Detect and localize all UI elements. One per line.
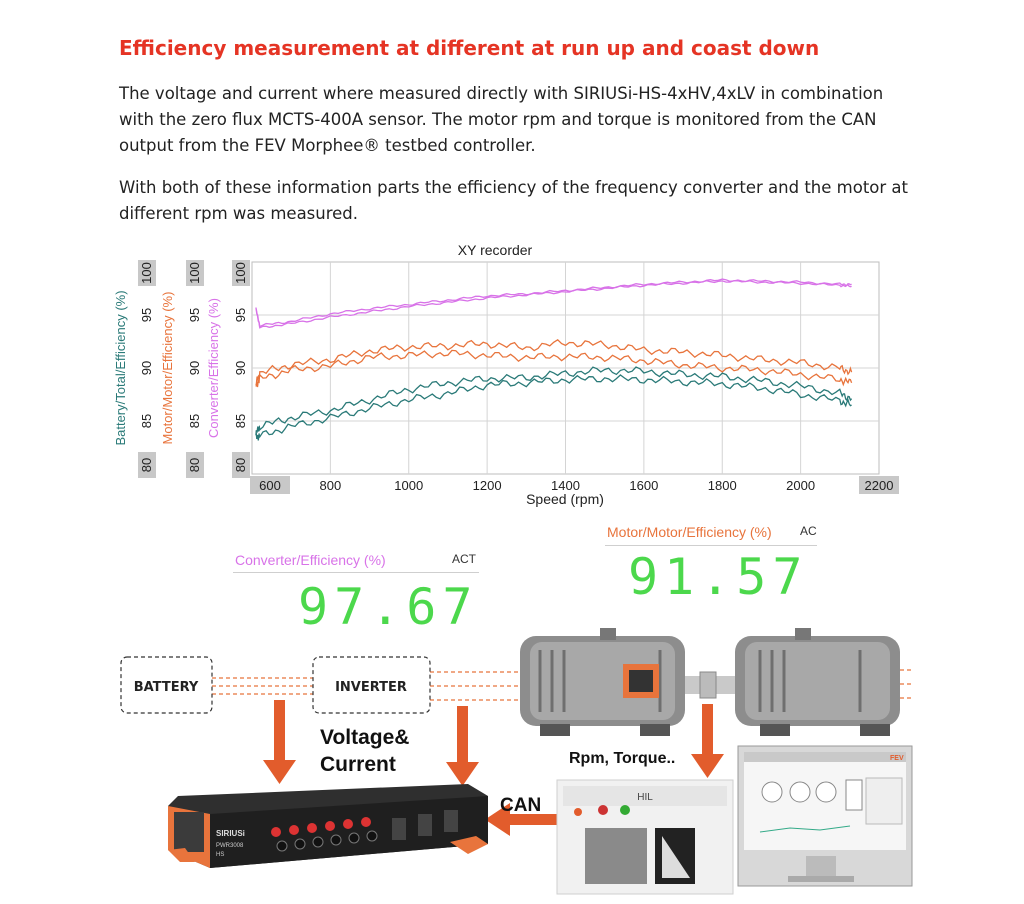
- y-axis-label: Motor/Motor/Efficiency (%): [160, 292, 175, 445]
- y-axis-label: Battery/Total/Efficiency (%): [113, 290, 128, 445]
- y-tick-label: 85: [139, 414, 154, 428]
- series-line: [255, 280, 852, 329]
- battery-label: BATTERY: [134, 680, 199, 695]
- y-tick-highlight: [186, 452, 204, 478]
- x-tick-label: 1600: [629, 478, 658, 493]
- motor-assembly: [520, 628, 900, 736]
- y-tick-label: 80: [187, 458, 202, 472]
- sirius-brand: SIRIUSi: [216, 829, 245, 838]
- sirius-daq-device: SIRIUSi PWR3008 HS: [168, 784, 488, 868]
- converter-display-rule: [233, 572, 479, 573]
- signal-arrows: [263, 700, 724, 836]
- efficiency-paragraph: With both of these information parts the…: [119, 178, 908, 223]
- motor-display-title: Motor/Motor/Efficiency (%): [607, 524, 772, 540]
- can-label: CAN: [500, 795, 541, 816]
- y-axes: 80 85 90 95 100 Battery/Total/Efficiency (%) 8…: [113, 260, 250, 478]
- x-axis-label: Speed (rpm): [526, 491, 604, 507]
- inverter-box: INVERTER: [312, 656, 431, 714]
- intro-paragraph: The voltage and current where measured d…: [119, 84, 884, 155]
- x-tick-label: 1000: [394, 478, 423, 493]
- y-tick-label: 100: [187, 262, 202, 284]
- x-tick-highlight: [250, 476, 290, 494]
- y-tick-label: 85: [233, 414, 248, 428]
- setup-diagram: BATTERY INVERTER: [120, 628, 913, 895]
- y-tick-highlight: [232, 260, 250, 286]
- y-tick-label: 85: [187, 414, 202, 428]
- screen-brand: FEV: [890, 755, 904, 762]
- hil-rack: HIL: [556, 779, 734, 895]
- y-tick-highlight: [138, 260, 156, 286]
- xy-recorder-chart: XY recorder 80 85 90 95 100 Battery/Total/Eff…: [113, 242, 899, 507]
- x-axis: 600 800 1000 1200 1400 1600 1800 2000 2200: [250, 476, 899, 494]
- y-tick-label: 90: [139, 361, 154, 375]
- battery-box: BATTERY: [120, 656, 213, 714]
- chart-grid: [251, 261, 880, 475]
- voltage-current-label-2: Current: [320, 753, 396, 776]
- x-tick-label: 1800: [708, 478, 737, 493]
- y-tick-label: 95: [187, 308, 202, 322]
- motor-display-unit: AC: [800, 524, 817, 538]
- chart-title: XY recorder: [458, 242, 533, 258]
- x-tick-highlight: [859, 476, 899, 494]
- y-tick-label: 95: [233, 308, 248, 322]
- x-tick-label: 800: [320, 478, 342, 493]
- x-tick-label: 1400: [551, 478, 580, 493]
- rpm-torque-label: Rpm, Torque..: [569, 750, 675, 767]
- y-tick-label: 80: [139, 458, 154, 472]
- sirius-model: PWR3008: [216, 843, 244, 849]
- y-axis-label: Converter/Efficiency (%): [206, 298, 221, 438]
- converter-display-unit: ACT: [452, 552, 476, 566]
- series-line: [255, 366, 853, 436]
- motor-display-value: 91.57: [628, 548, 809, 606]
- x-tick-label: 1200: [473, 478, 502, 493]
- x-tick-label: 2200: [865, 478, 894, 493]
- y-tick-highlight: [138, 452, 156, 478]
- control-screen: FEV: [737, 745, 913, 887]
- inverter-label: INVERTER: [335, 680, 407, 695]
- power-lines: [212, 669, 912, 701]
- y-tick-label: 80: [233, 458, 248, 472]
- y-tick-label: 90: [187, 361, 202, 375]
- y-tick-highlight: [232, 452, 250, 478]
- y-tick-label: 100: [139, 262, 154, 284]
- series-line: [255, 338, 853, 386]
- y-tick-label: 100: [233, 262, 248, 284]
- x-tick-label: 2000: [786, 478, 815, 493]
- y-tick-highlight: [186, 260, 204, 286]
- series-line: [255, 374, 852, 441]
- page-heading: Efficiency measurement at different at r…: [119, 36, 820, 60]
- motor-display-rule: [605, 545, 817, 546]
- series-layer: [255, 278, 853, 441]
- y-tick-label: 95: [139, 308, 154, 322]
- series-line: [255, 349, 853, 388]
- hil-label: HIL: [637, 792, 653, 803]
- voltage-current-label-1: Voltage&: [320, 726, 409, 749]
- x-tick-label: 600: [259, 478, 281, 493]
- sirius-hs: HS: [216, 852, 224, 858]
- converter-display-value: 97.67: [298, 578, 479, 636]
- y-tick-label: 90: [233, 361, 248, 375]
- converter-display-title: Converter/Efficiency (%): [235, 552, 386, 568]
